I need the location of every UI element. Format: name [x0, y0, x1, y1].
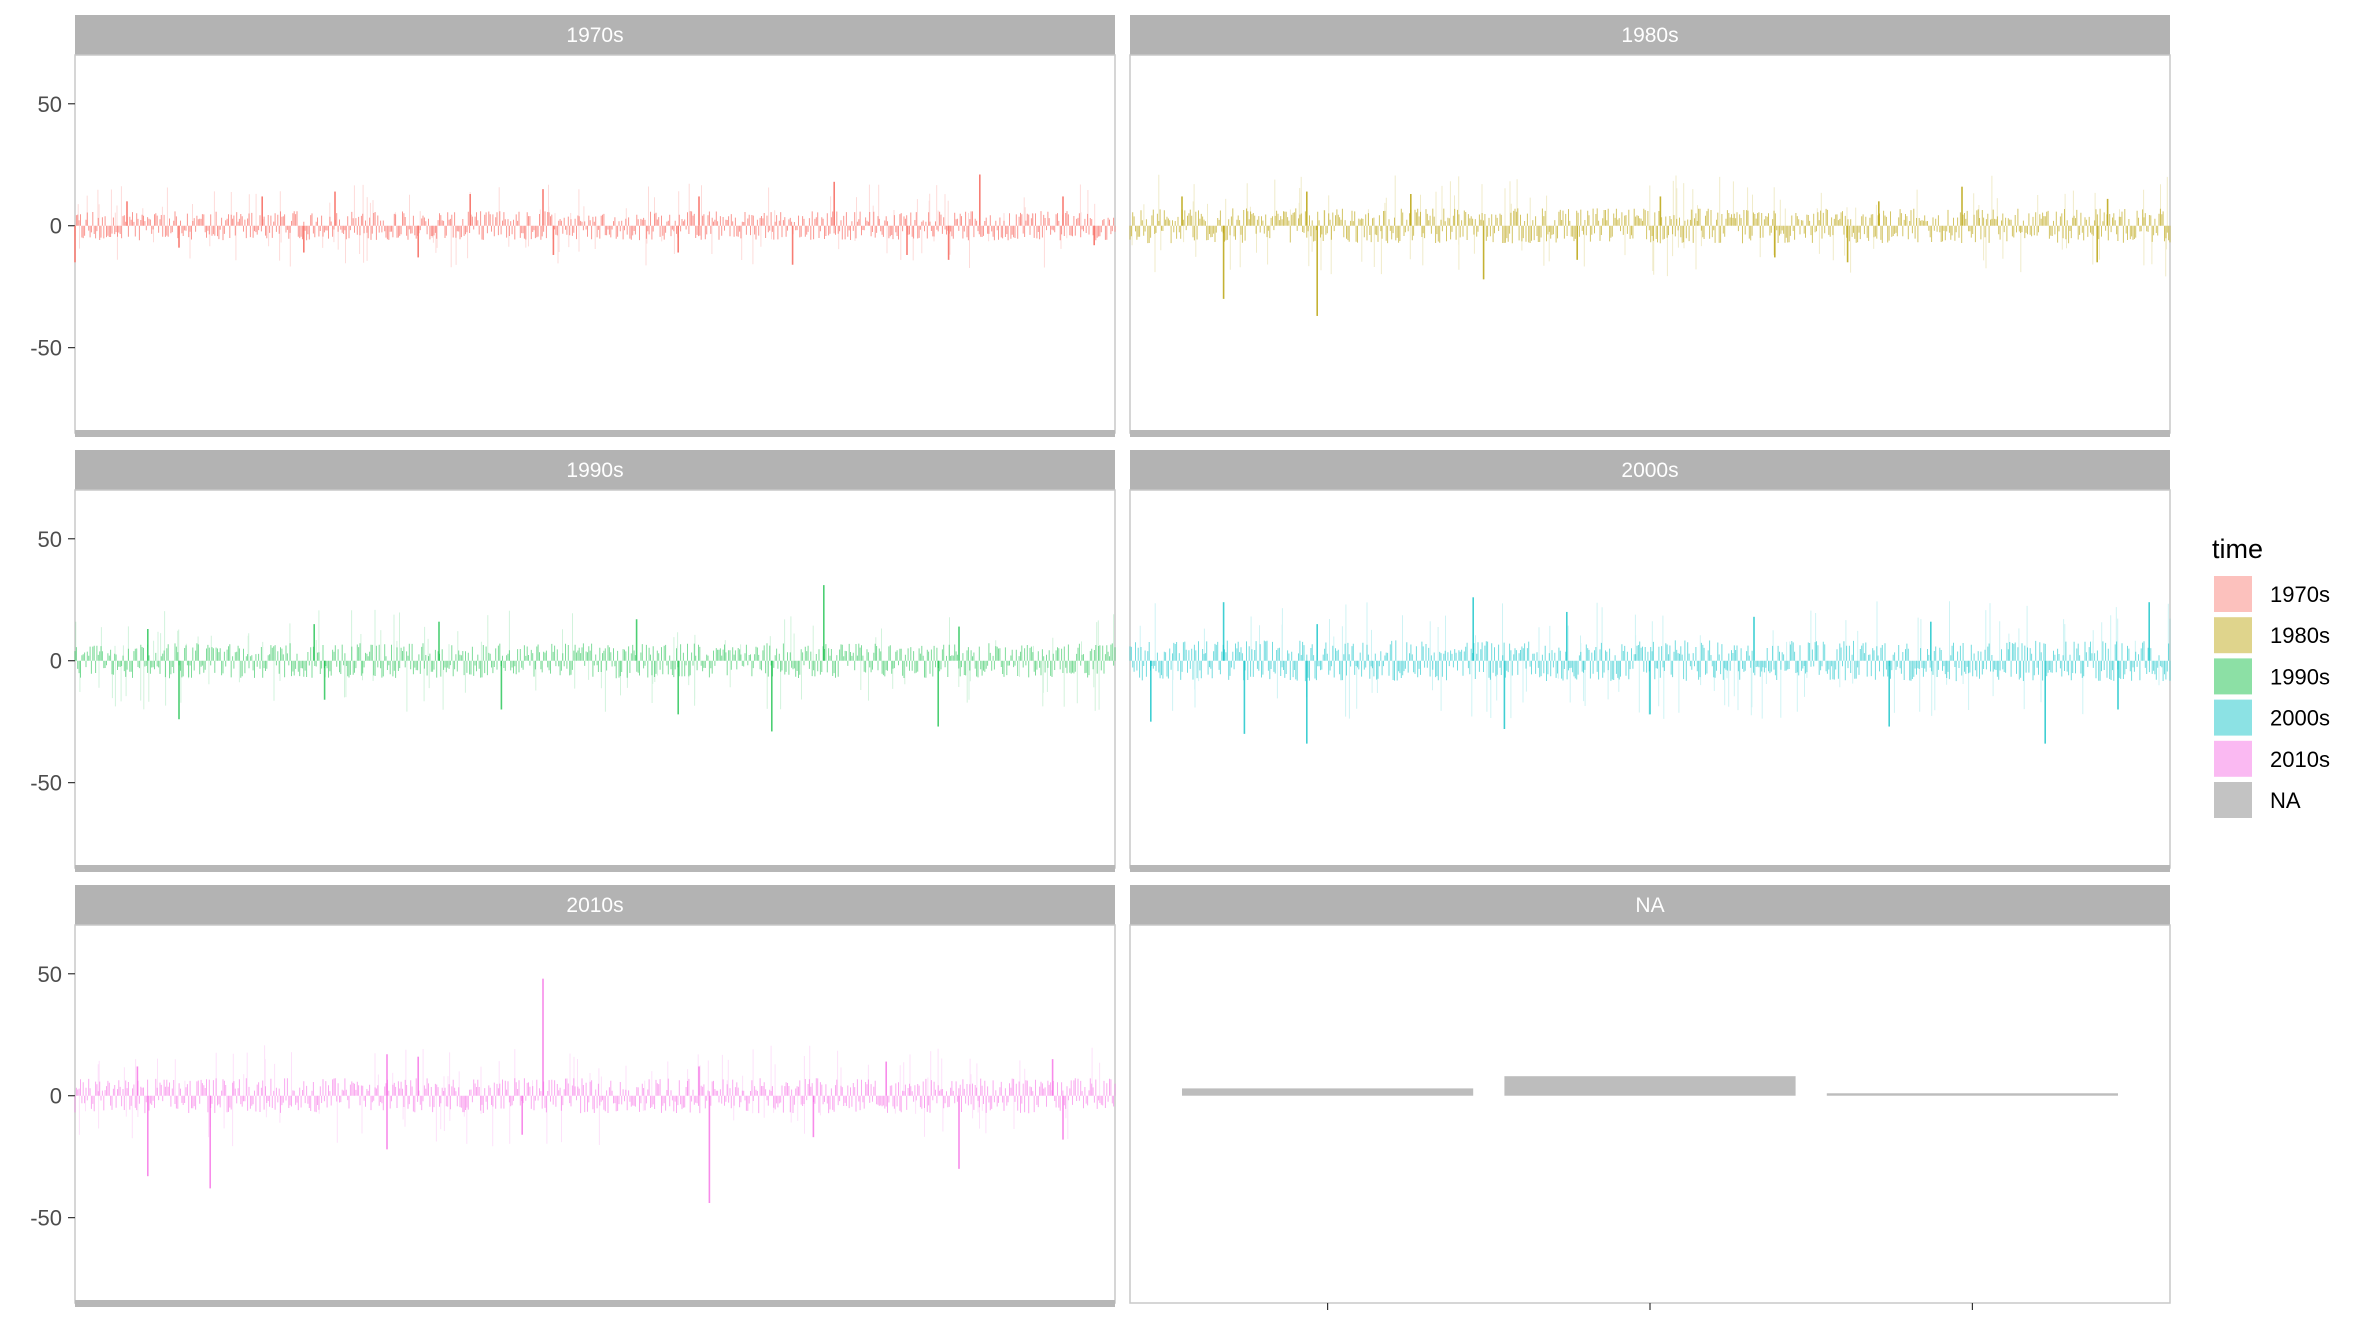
na-bar	[1826, 1093, 2118, 1096]
facet-panel-2010s: 2010s 50 0 -50	[30, 885, 1116, 1307]
series-faint-spikes	[77, 183, 1096, 268]
facet-strip-label: 2010s	[566, 894, 623, 917]
series-spikes	[1129, 208, 2171, 244]
panel-bottom-bar	[75, 1300, 1115, 1307]
legend-key	[2214, 782, 2252, 818]
facet-strip-label: 1970s	[566, 24, 623, 47]
panel-border	[74, 924, 1116, 1304]
panel-bottom-bar	[75, 430, 1115, 437]
y-tick-label: 50	[38, 92, 62, 117]
na-bar	[1182, 1088, 1474, 1096]
series-faint-spikes	[1139, 601, 2171, 719]
facet-strip-label: 1980s	[1621, 24, 1678, 47]
legend-key	[2214, 740, 2252, 777]
panel-bottom-bar	[1130, 430, 2170, 437]
y-tick-label: 0	[50, 1084, 62, 1109]
legend-key	[2214, 699, 2252, 736]
facet-strip	[1130, 450, 2170, 490]
facet-strip-label: 1990s	[566, 459, 623, 482]
y-tick-label: -50	[30, 336, 62, 361]
series-spikes	[74, 643, 1116, 679]
series-faint-spikes	[78, 1045, 1101, 1147]
facet-panel-na: NA	[1129, 885, 2171, 1310]
y-tick-label: 50	[38, 527, 62, 552]
facet-strip	[75, 15, 1115, 55]
legend-label: 2010s	[2270, 747, 2330, 772]
facet-strip	[1130, 15, 2170, 55]
panel-border	[1129, 924, 2171, 1304]
legend-label: 1970s	[2270, 582, 2330, 607]
legend-key	[2214, 658, 2252, 695]
facet-strip	[75, 450, 1115, 490]
series-faint-spikes	[75, 609, 1115, 712]
panel-border	[74, 489, 1116, 869]
series-faint-spikes	[1131, 174, 2168, 277]
facet-strip-label: 2000s	[1621, 459, 1678, 482]
series-spikes	[74, 1078, 1116, 1114]
facet-panel-2000s: 2000s	[1129, 450, 2171, 872]
legend-key	[2214, 576, 2252, 612]
y-tick-label: -50	[30, 1206, 62, 1231]
y-tick-label: 0	[50, 214, 62, 239]
facet-strip	[75, 885, 1115, 925]
legend-key	[2214, 617, 2252, 654]
legend-label: 1990s	[2270, 664, 2330, 689]
na-bar	[1504, 1076, 1796, 1096]
panel-border	[1129, 54, 2171, 434]
facet-panel-1980s: 1980s	[1129, 15, 2171, 437]
facet-panel-1990s: 1990s 50 0 -50	[30, 450, 1116, 872]
panel-bottom-bar	[1130, 865, 2170, 872]
facet-strip-label: NA	[1635, 894, 1664, 917]
panel-border	[74, 54, 1116, 434]
y-tick-label: 0	[50, 649, 62, 674]
legend: time 1970s 1980s 1990s 2000s 2010s NA	[2212, 534, 2330, 818]
facet-panel-1970s: 1970s 50 0 -50	[30, 15, 1116, 437]
legend-label: 2000s	[2270, 706, 2330, 731]
panel-bottom-bar	[75, 865, 1115, 872]
legend-title: time	[2212, 534, 2263, 564]
y-tick-label: 50	[38, 962, 62, 987]
facet-strip	[1130, 885, 2170, 925]
legend-label: NA	[2270, 788, 2301, 813]
legend-label: 1980s	[2270, 623, 2330, 648]
y-tick-label: -50	[30, 771, 62, 796]
